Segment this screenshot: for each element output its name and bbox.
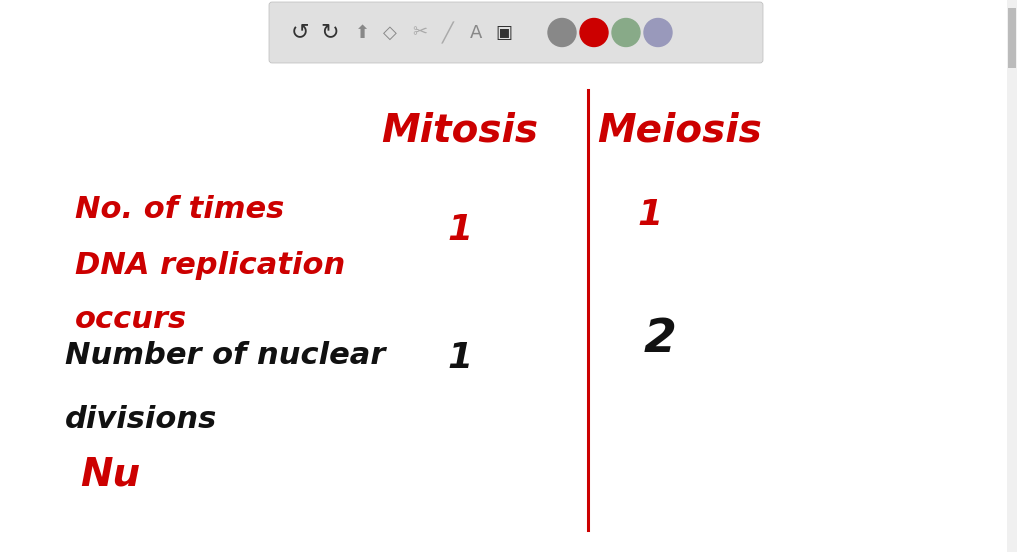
Text: A: A <box>470 24 482 41</box>
Text: Meiosis: Meiosis <box>598 111 763 149</box>
Text: ╱: ╱ <box>442 22 454 44</box>
Text: Mitosis: Mitosis <box>382 111 539 149</box>
Text: 1: 1 <box>447 341 472 375</box>
Circle shape <box>644 19 672 46</box>
Circle shape <box>580 19 608 46</box>
Bar <box>1007 0 1017 552</box>
Text: ↻: ↻ <box>321 23 339 43</box>
Text: ⬆: ⬆ <box>354 24 370 41</box>
Circle shape <box>548 19 575 46</box>
Text: ↺: ↺ <box>291 23 309 43</box>
Text: occurs: occurs <box>75 305 187 335</box>
Text: ▣: ▣ <box>496 24 512 41</box>
Circle shape <box>612 19 640 46</box>
Text: Number of nuclear: Number of nuclear <box>65 341 385 369</box>
Bar <box>1008 8 1016 68</box>
Text: ◇: ◇ <box>383 24 397 41</box>
Text: DNA replication: DNA replication <box>75 251 345 279</box>
FancyBboxPatch shape <box>269 2 763 63</box>
Text: divisions: divisions <box>65 406 217 434</box>
Text: No. of times: No. of times <box>75 195 285 225</box>
Text: 1: 1 <box>447 213 472 247</box>
Text: ✂: ✂ <box>413 24 428 41</box>
Text: 1: 1 <box>637 198 663 232</box>
Text: Nu: Nu <box>80 456 140 494</box>
Text: 2: 2 <box>643 317 677 363</box>
